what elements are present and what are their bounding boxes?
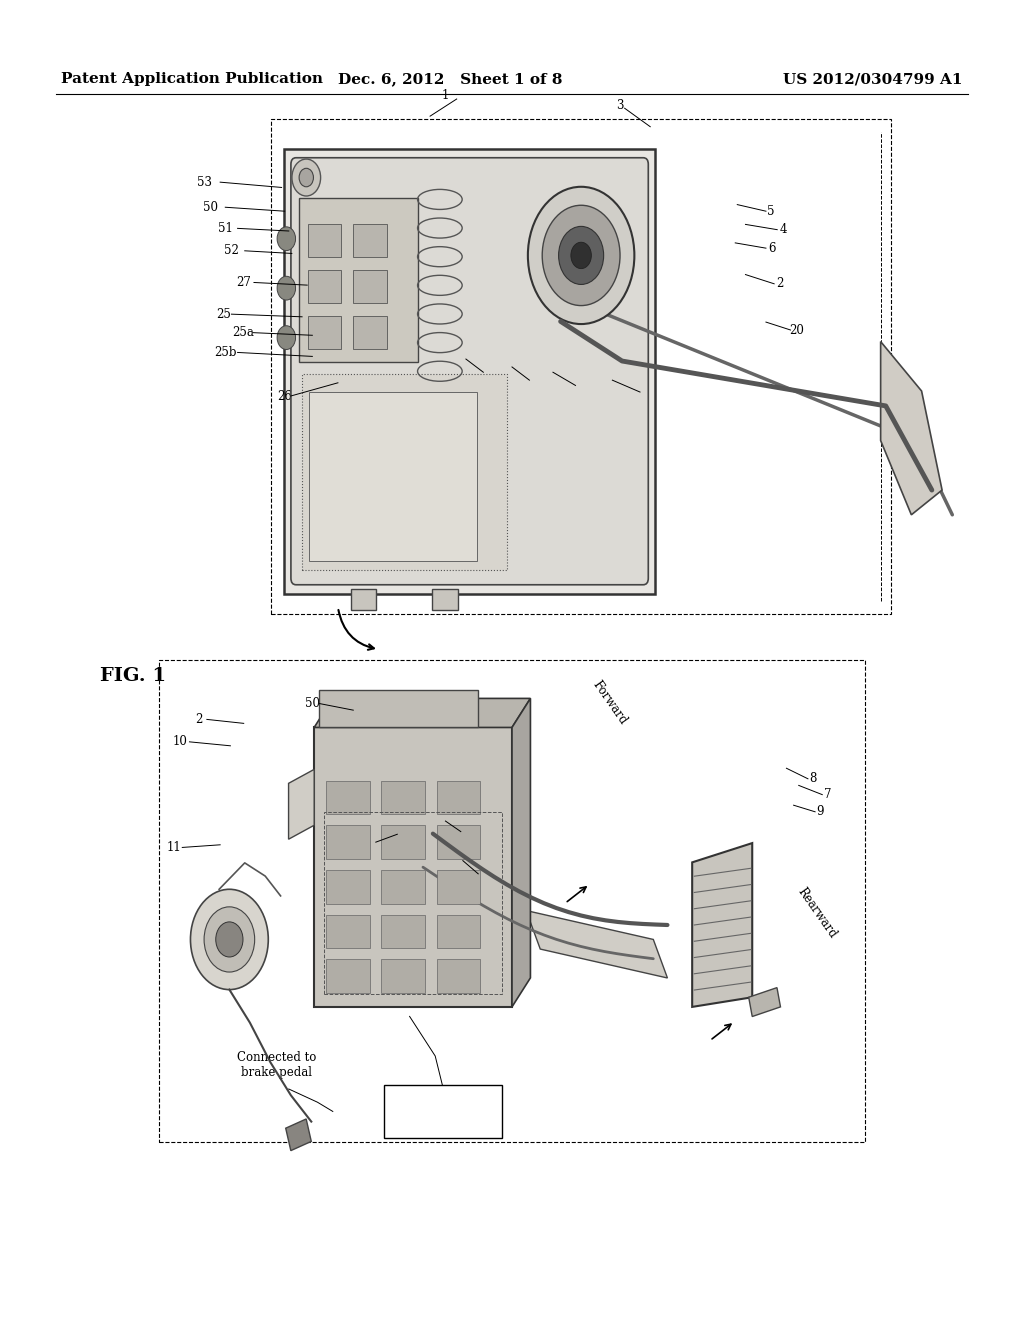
Bar [381, 915, 425, 948]
Text: 22: 22 [628, 385, 642, 399]
Bar [319, 690, 477, 727]
Text: 4: 4 [779, 223, 787, 236]
Polygon shape [749, 987, 780, 1016]
Bar [381, 780, 425, 814]
Text: 8: 8 [809, 772, 817, 785]
Bar [271, 119, 891, 614]
Circle shape [559, 227, 604, 285]
Text: 27: 27 [237, 276, 251, 289]
Text: 20: 20 [361, 838, 376, 851]
Bar [299, 198, 418, 362]
Polygon shape [512, 698, 530, 1007]
Text: 11: 11 [167, 841, 181, 854]
Bar [381, 960, 425, 993]
Bar [302, 375, 507, 570]
Text: 10: 10 [173, 735, 187, 748]
Bar [309, 392, 476, 561]
Text: 50: 50 [204, 201, 218, 214]
Text: 1a: 1a [464, 867, 478, 880]
Bar [159, 660, 865, 1142]
Bar [384, 1085, 502, 1138]
Bar [350, 589, 376, 610]
Bar [326, 870, 370, 903]
Circle shape [299, 169, 313, 187]
Text: 5: 5 [767, 205, 775, 218]
Text: US 2012/0304799 A1: US 2012/0304799 A1 [783, 73, 963, 86]
Text: Connected to
brake pedal: Connected to brake pedal [237, 1051, 316, 1080]
Text: 25a: 25a [231, 326, 254, 339]
Bar [381, 825, 425, 859]
Circle shape [204, 907, 255, 972]
Text: 2: 2 [195, 713, 203, 726]
Bar [308, 224, 341, 257]
Circle shape [292, 160, 321, 197]
Circle shape [190, 890, 268, 990]
Polygon shape [289, 770, 314, 840]
Bar [437, 915, 480, 948]
Bar [308, 271, 341, 304]
Text: 7: 7 [823, 788, 831, 801]
Text: 25b: 25b [214, 346, 237, 359]
Bar [326, 960, 370, 993]
Circle shape [278, 276, 296, 300]
Bar [432, 589, 458, 610]
Bar [437, 825, 480, 859]
Polygon shape [526, 911, 668, 978]
Text: 24: 24 [564, 379, 579, 392]
Bar [437, 780, 480, 814]
Text: 21: 21 [472, 366, 486, 379]
Polygon shape [881, 342, 942, 515]
Bar [437, 960, 480, 993]
Bar [353, 271, 387, 304]
Bar [437, 870, 480, 903]
Text: 2: 2 [776, 277, 784, 290]
Text: 50: 50 [305, 697, 319, 710]
Circle shape [528, 186, 635, 325]
Bar [314, 727, 512, 1007]
Bar [353, 317, 387, 350]
Text: Dec. 6, 2012   Sheet 1 of 8: Dec. 6, 2012 Sheet 1 of 8 [338, 73, 563, 86]
Bar [381, 870, 425, 903]
Text: Actuator: Actuator [416, 1105, 470, 1118]
Text: 25: 25 [216, 308, 230, 321]
Text: 51: 51 [218, 222, 232, 235]
Circle shape [543, 205, 621, 306]
Text: 20: 20 [790, 323, 804, 337]
Text: 9: 9 [816, 805, 824, 818]
Text: 1: 1 [449, 825, 457, 838]
FancyBboxPatch shape [291, 158, 648, 585]
Bar [325, 812, 502, 994]
Bar [284, 149, 655, 594]
Text: Forward: Forward [590, 678, 629, 726]
Text: Rearward: Rearward [795, 886, 840, 941]
Bar [353, 224, 387, 257]
Bar [326, 780, 370, 814]
Text: 23: 23 [518, 374, 532, 387]
Circle shape [278, 326, 296, 350]
Text: Patent Application Publication: Patent Application Publication [61, 73, 324, 86]
Circle shape [571, 243, 592, 269]
Bar [326, 915, 370, 948]
Text: 53: 53 [198, 176, 212, 189]
Text: FIG. 1: FIG. 1 [100, 667, 166, 685]
Text: 26: 26 [278, 389, 292, 403]
Text: 1: 1 [441, 88, 450, 102]
Bar [326, 825, 370, 859]
Text: 6: 6 [768, 242, 776, 255]
Polygon shape [286, 1119, 311, 1151]
Text: 3: 3 [615, 99, 624, 112]
Bar [308, 317, 341, 350]
Polygon shape [692, 843, 753, 1007]
Polygon shape [314, 698, 530, 727]
Text: 52: 52 [224, 244, 239, 257]
Circle shape [216, 921, 243, 957]
Circle shape [278, 227, 296, 251]
